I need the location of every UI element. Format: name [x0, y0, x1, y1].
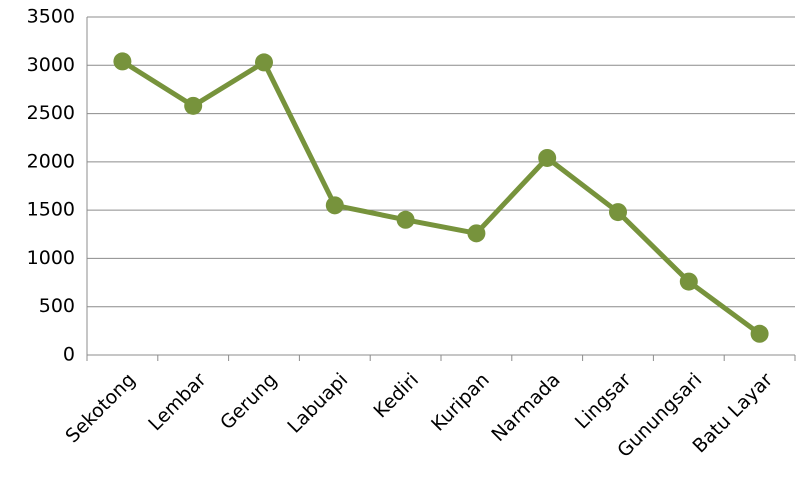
x-tick-label: Kuripan [427, 369, 494, 436]
y-tick-label: 500 [39, 295, 75, 317]
marker [184, 96, 203, 115]
x-tick-label: Labuapi [283, 369, 352, 438]
x-tick-label: Gerung [216, 369, 281, 434]
x-tick-label: Lembar [144, 369, 211, 436]
marker [467, 224, 486, 243]
marker [113, 52, 132, 71]
y-tick-label: 2500 [27, 102, 75, 124]
marker [609, 203, 627, 222]
x-tick-label: Narmada [487, 369, 564, 446]
y-tick-label: 1500 [27, 199, 75, 221]
marker [679, 272, 698, 291]
y-tick-label: 3000 [27, 54, 75, 76]
y-tick-label: 3500 [27, 6, 75, 28]
y-tick-label: 1000 [27, 247, 75, 269]
marker [255, 53, 273, 72]
y-tick-label: 0 [63, 344, 75, 366]
x-tick-label: Lingsar [571, 369, 636, 434]
marker [750, 324, 769, 343]
marker [325, 196, 344, 215]
marker [396, 210, 415, 229]
y-tick-label: 2000 [27, 150, 75, 172]
marker [538, 148, 557, 167]
line [121, 59, 762, 336]
x-tick-label: Sekotong [61, 369, 139, 447]
x-tick-label: Kediri [370, 369, 423, 422]
